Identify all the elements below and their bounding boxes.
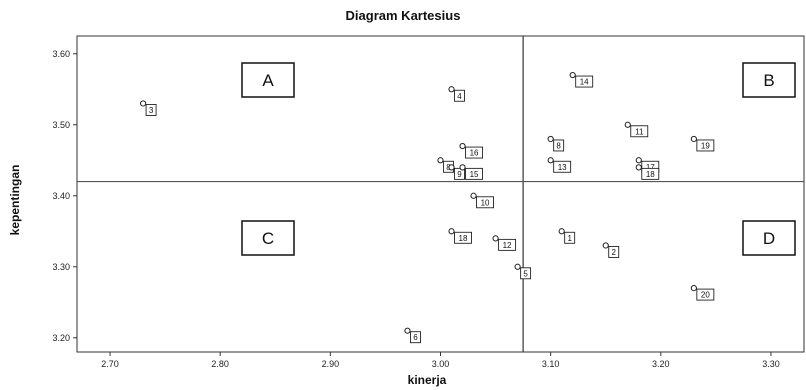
point-label-box [608, 246, 620, 258]
data-point [635, 157, 642, 164]
x-tick-label: 3.20 [652, 359, 670, 369]
y-tick-label: 3.50 [52, 120, 70, 130]
point-label-box [696, 139, 715, 152]
data-point [602, 242, 609, 249]
point-label: 5 [523, 269, 528, 278]
point-label-box [465, 146, 483, 159]
data-point [404, 327, 411, 334]
quadrant-box [241, 220, 295, 256]
point-label-box [410, 331, 421, 344]
data-point [437, 157, 444, 164]
data-point [448, 86, 455, 93]
data-point [624, 121, 631, 128]
data-point [492, 235, 499, 242]
point-label: 1 [567, 234, 572, 243]
point-label-box [476, 196, 494, 209]
data-point [459, 164, 466, 171]
data-point [459, 142, 466, 150]
quadrant-box [241, 62, 295, 98]
point-label: 18 [646, 170, 655, 179]
plot-area: 3.20 3.30 3.40 3.50 3.60 2.70 2.80 2.90 3.00 3.10… [52, 35, 805, 369]
y-tick-label: 3.20 [52, 333, 70, 343]
x-axis-label: kinerja [408, 373, 447, 387]
point-label-box [454, 167, 465, 180]
point-label-box [520, 267, 532, 280]
x-tick-label: 3.30 [762, 359, 780, 369]
data-point [569, 71, 576, 79]
data-point [547, 157, 554, 164]
y-tick-label: 3.30 [52, 262, 70, 272]
point-label-box [696, 288, 715, 301]
point-label: 8 [556, 141, 561, 150]
x-tick-label: 3.00 [432, 359, 450, 369]
point-label: 12 [503, 241, 512, 250]
y-axis-label: kepentingan [8, 165, 22, 236]
point-label: 13 [558, 163, 567, 172]
chart-title: Diagram Kartesius [346, 8, 461, 23]
point-label: 14 [580, 78, 589, 87]
data-point [690, 135, 697, 143]
y-tick-label: 3.40 [52, 191, 70, 201]
point-label-box [641, 167, 660, 180]
data-point [635, 164, 642, 171]
point-label: 9 [457, 170, 462, 179]
data-point [139, 100, 147, 107]
point-label: 11 [635, 127, 644, 136]
point-label-box [454, 89, 465, 102]
point-label-box [465, 167, 483, 180]
point-label: 16 [470, 149, 479, 158]
data-point [470, 192, 477, 199]
quadrant-box [742, 220, 796, 256]
data-point [514, 263, 521, 270]
point-label: 4 [457, 92, 462, 101]
data-point [448, 164, 455, 171]
quadrant-label: C [262, 229, 274, 248]
y-tick-label: 3.60 [52, 49, 70, 59]
plot-frame [76, 35, 805, 353]
point-label: 17 [646, 163, 655, 172]
point-label-box [575, 75, 594, 88]
point-label: 15 [470, 170, 479, 179]
quadrant-label: D [763, 229, 775, 248]
quadrant-label: B [763, 71, 774, 90]
point-label-box [564, 231, 576, 244]
point-label-box [553, 160, 572, 173]
point-label: 2 [612, 248, 617, 257]
point-label: 6 [413, 333, 418, 342]
point-label: 10 [481, 198, 490, 207]
x-tick-label: 3.10 [542, 359, 560, 369]
point-label: 18 [459, 234, 468, 243]
point-label-box [454, 231, 472, 244]
point-label: 20 [701, 291, 710, 300]
x-tick-label: 2.70 [101, 359, 119, 369]
point-label-box [145, 104, 157, 116]
data-point [558, 228, 565, 235]
point-label: 3 [149, 106, 154, 115]
data-point [448, 228, 455, 235]
point-label-box [630, 125, 649, 138]
x-tick-label: 2.80 [211, 359, 229, 369]
point-label: 19 [701, 141, 710, 150]
point-label-box [498, 238, 517, 251]
data-point [547, 135, 554, 143]
quadrant-box [742, 62, 796, 98]
quadrant-label: A [262, 71, 274, 90]
data-point [690, 284, 697, 292]
x-tick-label: 2.90 [322, 359, 340, 369]
point-label-box [553, 139, 565, 152]
